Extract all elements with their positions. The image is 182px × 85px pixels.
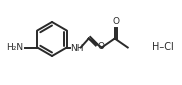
Text: H–Cl: H–Cl: [152, 42, 174, 52]
Text: NH: NH: [70, 44, 84, 53]
Text: H₂N: H₂N: [6, 42, 23, 52]
Text: O: O: [112, 16, 119, 26]
Text: O: O: [98, 42, 105, 51]
